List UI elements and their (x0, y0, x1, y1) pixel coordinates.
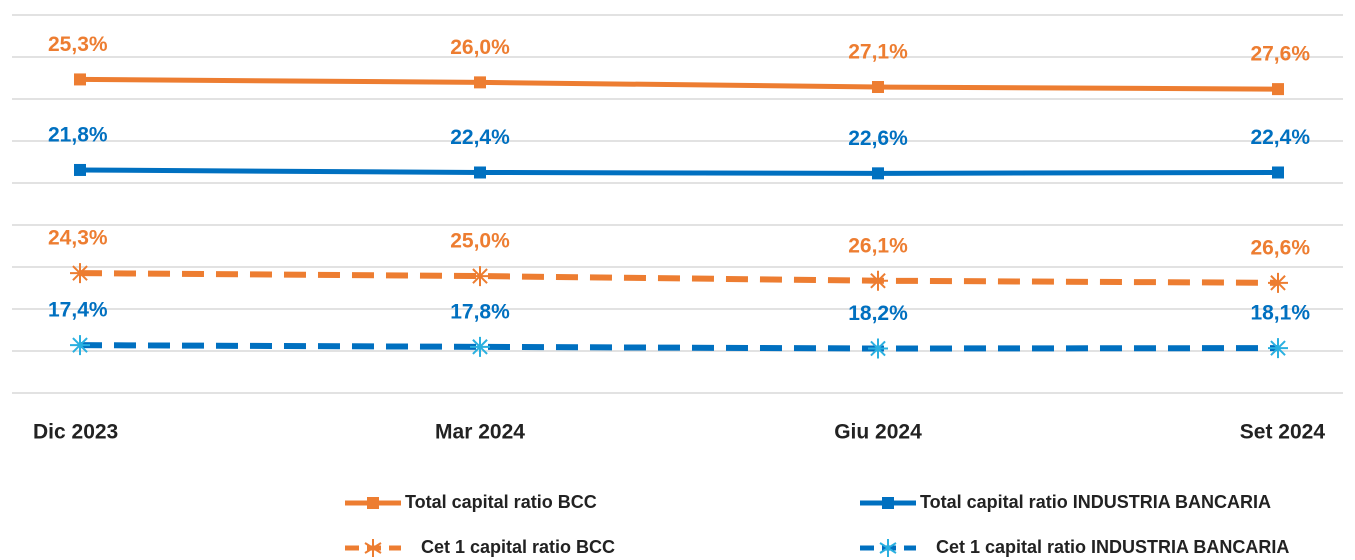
series-line (79, 270, 1279, 286)
marker (868, 338, 888, 359)
data-label: 22,4% (450, 126, 510, 149)
marker (474, 166, 486, 179)
marker (872, 167, 884, 180)
legend-label: Cet 1 capital ratio BCC (421, 537, 615, 557)
marker (1272, 166, 1284, 179)
marker (1272, 83, 1284, 96)
marker (470, 336, 490, 357)
data-label: 18,2% (848, 302, 908, 325)
x-tick-label: Mar 2024 (435, 421, 525, 444)
marker (1268, 272, 1288, 293)
marker (474, 76, 486, 89)
data-label: 24,3% (48, 227, 108, 250)
data-label: 26,1% (848, 234, 908, 257)
data-label: 27,6% (1250, 43, 1310, 66)
data-label: 21,8% (48, 124, 108, 147)
series-line (79, 342, 1279, 352)
x-tick-label: Set 2024 (1240, 421, 1326, 444)
marker (868, 270, 888, 291)
legend-label: Cet 1 capital ratio INDUSTRIA BANCARIA (936, 537, 1289, 557)
legend-marker (364, 539, 382, 557)
x-tick-label: Giu 2024 (834, 421, 922, 444)
legend-label: Total capital ratio INDUSTRIA BANCARIA (920, 492, 1271, 512)
marker (470, 266, 490, 287)
marker (74, 163, 86, 176)
marker (872, 81, 884, 94)
legend-marker (879, 539, 897, 557)
marker (70, 263, 90, 284)
data-label: 26,6% (1250, 236, 1310, 259)
marker (1268, 338, 1288, 359)
x-tick-label: Dic 2023 (33, 421, 118, 444)
series-line (79, 167, 1279, 176)
data-label: 22,6% (848, 127, 908, 150)
data-label: 17,8% (450, 300, 510, 323)
data-label: 22,4% (1250, 126, 1310, 149)
legend-marker (367, 497, 379, 509)
marker (74, 73, 86, 86)
marker (70, 335, 90, 356)
data-label: 18,1% (1250, 302, 1310, 325)
data-label: 25,0% (450, 230, 510, 253)
legend-marker (882, 497, 894, 509)
legend-label: Total capital ratio BCC (405, 492, 597, 512)
grid (12, 14, 1343, 394)
data-label: 17,4% (48, 299, 108, 322)
data-label: 26,0% (450, 36, 510, 59)
series-line (79, 76, 1279, 92)
data-label: 27,1% (848, 41, 908, 64)
data-label: 25,3% (48, 33, 108, 56)
